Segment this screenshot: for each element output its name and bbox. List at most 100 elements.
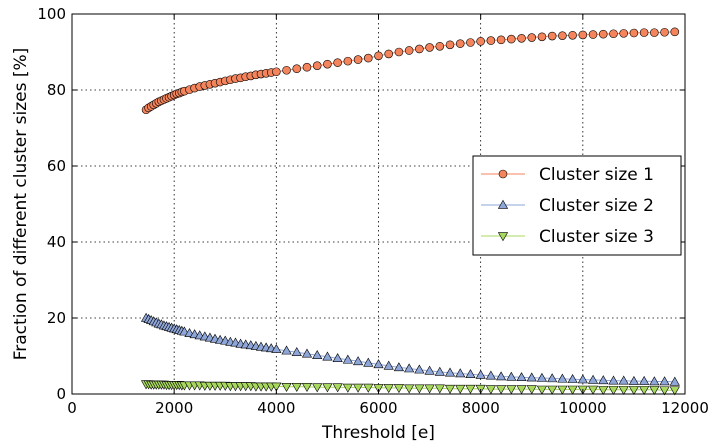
data-point bbox=[608, 386, 619, 396]
axis-ticks: 0 2000 4000 6000 8000 10000 12000 0 20 40 60 80 100 bbox=[37, 5, 709, 417]
data-point bbox=[628, 375, 640, 385]
data-point bbox=[639, 28, 649, 37]
data-point bbox=[567, 385, 578, 395]
data-point bbox=[567, 373, 578, 383]
data-point bbox=[323, 59, 332, 69]
data-point bbox=[587, 385, 599, 395]
data-point bbox=[332, 353, 343, 363]
data-point bbox=[659, 376, 670, 386]
data-point bbox=[578, 30, 588, 40]
data-point bbox=[670, 27, 680, 37]
data-point bbox=[547, 31, 557, 41]
data-point bbox=[363, 53, 373, 63]
data-point bbox=[353, 55, 363, 64]
data-point bbox=[444, 367, 456, 377]
data-point bbox=[619, 29, 629, 38]
data-point bbox=[507, 34, 516, 44]
data-point bbox=[466, 38, 475, 47]
data-point bbox=[352, 356, 364, 366]
data-point bbox=[291, 346, 302, 356]
data-point bbox=[650, 28, 659, 37]
legend-marker bbox=[498, 169, 508, 179]
data-point bbox=[383, 384, 394, 394]
data-point bbox=[455, 39, 465, 48]
x-axis-title: Threshold [e] bbox=[321, 423, 435, 443]
legend: Cluster size 1 Cluster size 2 Cluster size… bbox=[472, 155, 682, 256]
data-point bbox=[434, 384, 445, 394]
data-point bbox=[332, 383, 343, 393]
data-point bbox=[618, 386, 629, 396]
data-point bbox=[598, 375, 609, 385]
data-point bbox=[517, 34, 526, 43]
data-point bbox=[333, 58, 342, 67]
y-tick-label: 0 bbox=[56, 385, 66, 403]
data-point bbox=[384, 49, 394, 59]
data-point bbox=[292, 64, 302, 74]
x-tick-label: 12000 bbox=[661, 399, 709, 417]
series-line bbox=[145, 31, 675, 111]
data-point bbox=[363, 357, 374, 367]
data-point bbox=[547, 385, 558, 395]
data-point bbox=[424, 384, 435, 394]
data-point bbox=[301, 383, 313, 392]
x-tick-label: 0 bbox=[67, 399, 77, 417]
data-point bbox=[393, 384, 405, 394]
data-point bbox=[536, 385, 548, 395]
data-point bbox=[322, 351, 333, 361]
data-point bbox=[281, 345, 292, 355]
data-point bbox=[312, 350, 323, 359]
data-point bbox=[383, 360, 394, 370]
data-point bbox=[312, 383, 323, 393]
data-point bbox=[485, 370, 497, 380]
data-point bbox=[526, 372, 537, 382]
data-point bbox=[271, 343, 282, 353]
data-point bbox=[342, 354, 353, 364]
data-point bbox=[558, 31, 567, 40]
x-tick-label: 8000 bbox=[462, 399, 500, 417]
series-2 bbox=[140, 312, 680, 386]
data-point bbox=[628, 386, 640, 396]
data-point bbox=[404, 384, 415, 394]
data-point bbox=[434, 366, 445, 376]
data-point bbox=[557, 385, 568, 395]
data-point bbox=[363, 383, 374, 393]
data-point bbox=[486, 36, 496, 45]
data-point bbox=[506, 385, 517, 395]
y-tick-label: 40 bbox=[47, 233, 66, 251]
data-point bbox=[516, 372, 527, 382]
data-point bbox=[609, 29, 618, 39]
x-tick-label: 4000 bbox=[257, 399, 295, 417]
data-point bbox=[393, 362, 405, 372]
data-point bbox=[485, 385, 497, 395]
data-point bbox=[312, 61, 322, 70]
data-point bbox=[343, 56, 353, 66]
legend-marker bbox=[497, 232, 509, 242]
y-axis-title: Fraction of different cluster sizes [%] bbox=[11, 48, 31, 361]
data-point bbox=[527, 33, 537, 42]
data-point bbox=[394, 47, 404, 57]
data-point bbox=[444, 384, 456, 394]
data-point bbox=[342, 383, 353, 393]
legend-label: Cluster size 1 bbox=[539, 165, 654, 185]
x-tick-label: 2000 bbox=[155, 399, 193, 417]
data-point bbox=[374, 51, 383, 61]
data-point bbox=[639, 375, 650, 385]
data-point bbox=[404, 363, 415, 373]
data-point bbox=[352, 383, 364, 393]
data-point bbox=[598, 29, 608, 39]
data-point bbox=[587, 374, 599, 384]
data-point bbox=[373, 384, 384, 394]
legend-label: Cluster size 2 bbox=[539, 196, 654, 216]
data-point bbox=[424, 365, 435, 375]
data-point bbox=[495, 371, 507, 381]
data-point bbox=[516, 385, 527, 395]
data-point bbox=[435, 41, 445, 51]
data-point bbox=[425, 43, 434, 52]
data-point bbox=[302, 62, 312, 72]
legend-marker bbox=[497, 199, 509, 209]
data-point bbox=[301, 348, 313, 358]
data-point bbox=[281, 383, 292, 392]
data-point bbox=[282, 65, 291, 75]
series-3 bbox=[140, 380, 680, 396]
